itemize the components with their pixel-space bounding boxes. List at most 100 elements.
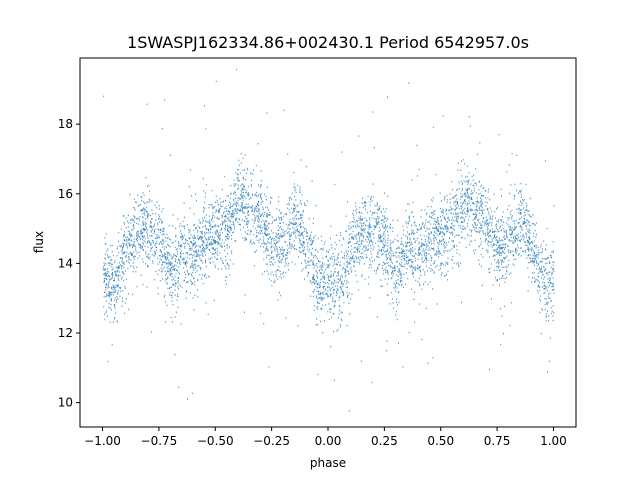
data-point [332, 296, 334, 298]
data-point [215, 232, 217, 234]
data-point [361, 248, 363, 250]
data-point [241, 189, 243, 191]
data-point [312, 281, 314, 283]
data-point [546, 262, 548, 264]
data-point [354, 221, 356, 224]
data-point [434, 227, 436, 229]
data-point [328, 283, 330, 285]
data-point [302, 250, 304, 253]
data-point [403, 266, 405, 268]
data-point [264, 228, 266, 230]
data-point [391, 273, 393, 275]
data-point [192, 260, 193, 263]
data-point [147, 237, 149, 239]
data-point [373, 146, 375, 149]
data-point [237, 202, 239, 204]
data-point [263, 258, 265, 261]
data-point [293, 186, 295, 189]
data-point [357, 289, 359, 291]
data-point [314, 282, 316, 285]
data-point [309, 236, 311, 238]
data-point [482, 202, 484, 205]
data-point [177, 218, 179, 220]
data-point [236, 208, 238, 211]
data-point [146, 242, 148, 244]
data-point [453, 262, 455, 264]
data-point [266, 270, 268, 272]
data-point [202, 220, 204, 222]
data-point [279, 246, 280, 248]
data-point [205, 259, 207, 261]
data-point [347, 263, 348, 265]
data-point [510, 272, 512, 274]
data-point [122, 258, 124, 260]
data-point [485, 205, 487, 207]
data-point [421, 227, 423, 230]
data-point [489, 215, 491, 217]
data-point [189, 237, 191, 239]
data-point [127, 292, 129, 295]
data-point [338, 309, 340, 312]
data-point [213, 248, 215, 251]
data-point [244, 169, 245, 171]
data-point [537, 252, 539, 254]
data-point [223, 220, 225, 222]
data-point [425, 248, 427, 251]
data-point [552, 283, 554, 286]
data-point [367, 212, 369, 214]
data-point [256, 207, 258, 209]
data-point [111, 266, 113, 268]
data-point [214, 205, 216, 208]
data-point [158, 214, 160, 216]
data-point [457, 188, 459, 190]
data-point [350, 298, 352, 300]
data-point [520, 204, 522, 206]
data-point [161, 254, 163, 256]
data-point [281, 217, 283, 219]
data-point [320, 279, 322, 281]
data-point [155, 219, 157, 221]
data-point [116, 270, 118, 273]
data-point [103, 291, 105, 294]
data-point [108, 257, 110, 259]
data-point [337, 271, 339, 273]
data-point [539, 268, 541, 270]
data-point [550, 282, 552, 284]
data-point [421, 288, 423, 290]
data-point [489, 207, 491, 209]
data-point [466, 189, 468, 191]
data-point [109, 321, 111, 323]
data-point [291, 212, 293, 214]
data-point [339, 239, 341, 242]
data-point [369, 232, 370, 235]
data-point [193, 243, 195, 245]
data-point [522, 200, 524, 202]
data-point [228, 226, 230, 229]
data-point [180, 253, 182, 255]
data-point [218, 218, 219, 220]
data-point [414, 321, 415, 323]
data-point [212, 231, 214, 234]
data-point [113, 305, 115, 308]
data-point [389, 255, 391, 257]
data-point [177, 293, 179, 295]
data-point [174, 269, 176, 271]
data-point [208, 222, 210, 224]
data-point [218, 211, 219, 214]
data-point [120, 290, 122, 292]
data-point [316, 290, 318, 293]
data-point [294, 215, 296, 217]
data-point [190, 247, 191, 250]
data-point [336, 290, 338, 293]
data-point [285, 317, 287, 319]
data-point [135, 250, 137, 252]
data-point [194, 241, 196, 244]
data-point [175, 265, 177, 267]
data-point [475, 216, 477, 218]
data-point [529, 238, 531, 240]
data-point [330, 287, 332, 289]
data-point [205, 273, 206, 275]
data-point [249, 233, 251, 235]
data-point [509, 192, 511, 195]
data-point [208, 220, 210, 222]
